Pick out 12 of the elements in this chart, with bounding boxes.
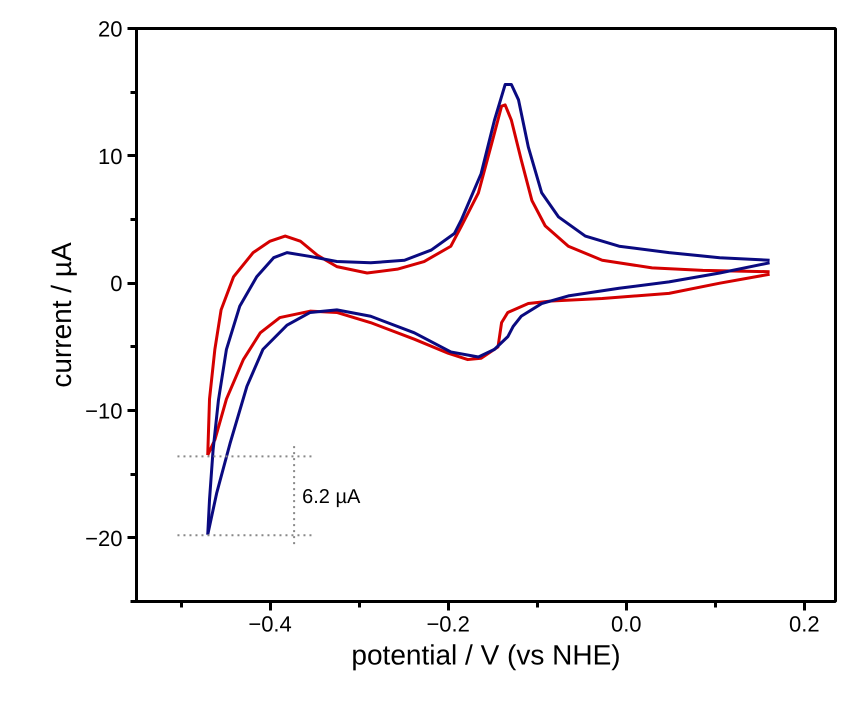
x-tick-label: 0.2 (789, 612, 820, 636)
x-tick-label: −0.2 (426, 612, 470, 636)
y-tick-label: 0 (110, 271, 123, 296)
x-tick-label: 0.0 (610, 612, 642, 636)
y-tick-label: 10 (98, 144, 123, 169)
x-axis-title: potential / V (vs NHE) (351, 640, 621, 670)
y-tick-label: −20 (85, 526, 123, 551)
y-tick-label: 20 (98, 16, 123, 42)
y-tick-label: −10 (85, 398, 123, 424)
annotation: 6.2 µA (302, 486, 361, 508)
y-axis-title: current / µA (46, 242, 78, 388)
x-tick-label: −0.4 (248, 612, 292, 636)
